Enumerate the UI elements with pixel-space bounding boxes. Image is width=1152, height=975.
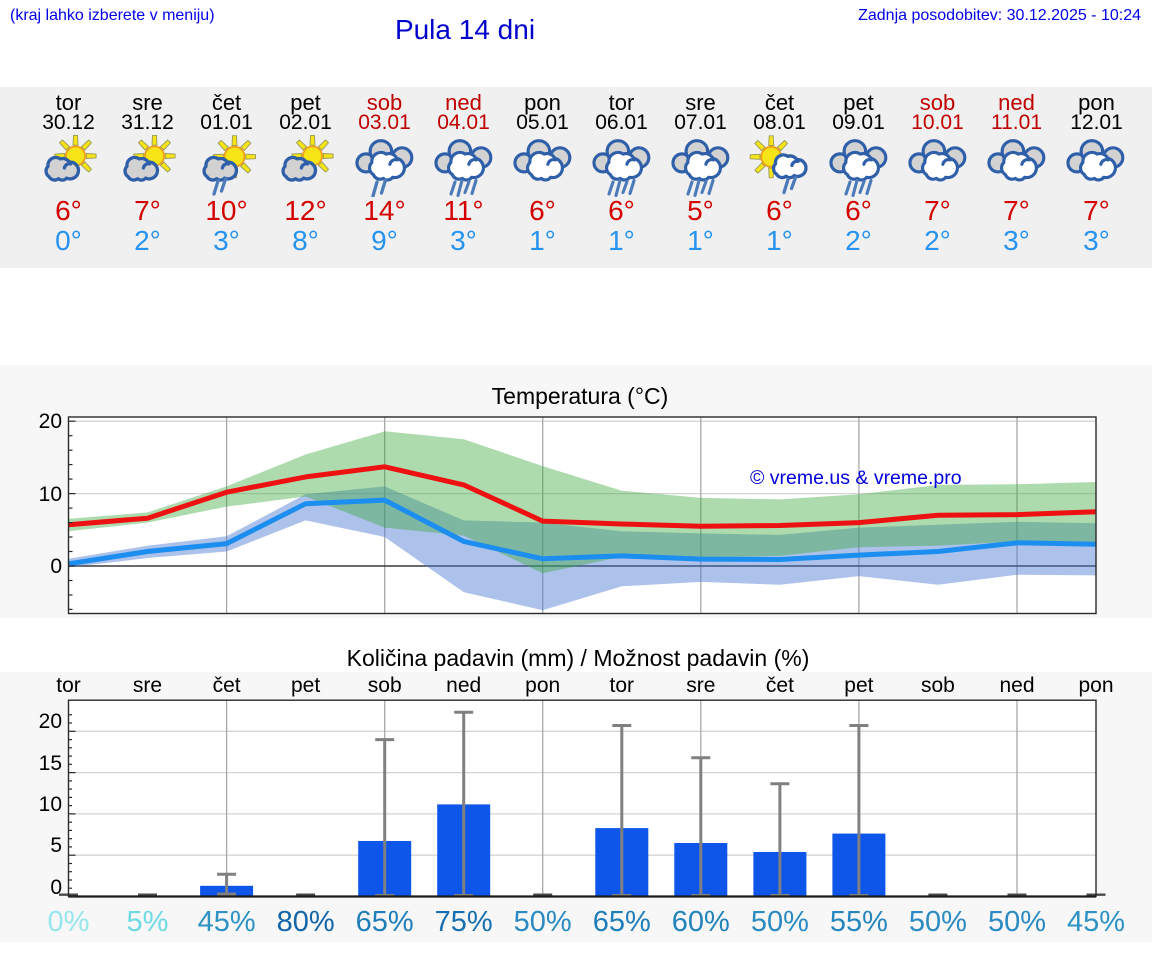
svg-text:50%: 50% [909,906,967,938]
svg-text:tor: tor [56,674,81,697]
svg-text:10: 10 [39,483,62,506]
svg-text:10: 10 [39,793,62,816]
svg-text:50%: 50% [988,906,1046,938]
svg-text:45%: 45% [1067,906,1125,938]
svg-text:© vreme.us & vreme.pro: © vreme.us & vreme.pro [750,467,962,489]
svg-text:sre: sre [133,674,162,697]
svg-text:pon: pon [525,674,560,697]
svg-text:80%: 80% [277,906,335,938]
svg-text:sob: sob [921,674,955,697]
svg-text:15: 15 [39,752,62,775]
svg-text:0: 0 [50,555,62,578]
svg-text:60%: 60% [672,906,730,938]
svg-text:20: 20 [39,410,62,433]
svg-text:65%: 65% [356,906,414,938]
svg-text:50%: 50% [514,906,572,938]
svg-text:sob: sob [368,674,402,697]
svg-text:20: 20 [39,710,62,733]
svg-text:0%: 0% [48,906,90,938]
svg-text:45%: 45% [198,906,256,938]
svg-text:pet: pet [291,674,320,697]
svg-text:pon: pon [1078,674,1113,697]
svg-text:55%: 55% [830,906,888,938]
svg-text:tor: tor [610,674,635,697]
svg-text:0: 0 [50,876,62,899]
svg-text:5%: 5% [127,906,169,938]
svg-text:50%: 50% [751,906,809,938]
svg-text:65%: 65% [593,906,651,938]
svg-text:ned: ned [446,674,481,697]
svg-text:75%: 75% [435,906,493,938]
svg-text:pet: pet [844,674,873,697]
svg-text:ned: ned [999,674,1034,697]
svg-text:sre: sre [686,674,715,697]
svg-text:čet: čet [213,674,241,697]
svg-text:Količina padavin (mm) / Možnos: Količina padavin (mm) / Možnost padavin … [347,645,810,671]
svg-text:čet: čet [766,674,794,697]
svg-text:5: 5 [50,834,62,857]
svg-text:Temperatura (°C): Temperatura (°C) [492,383,669,409]
